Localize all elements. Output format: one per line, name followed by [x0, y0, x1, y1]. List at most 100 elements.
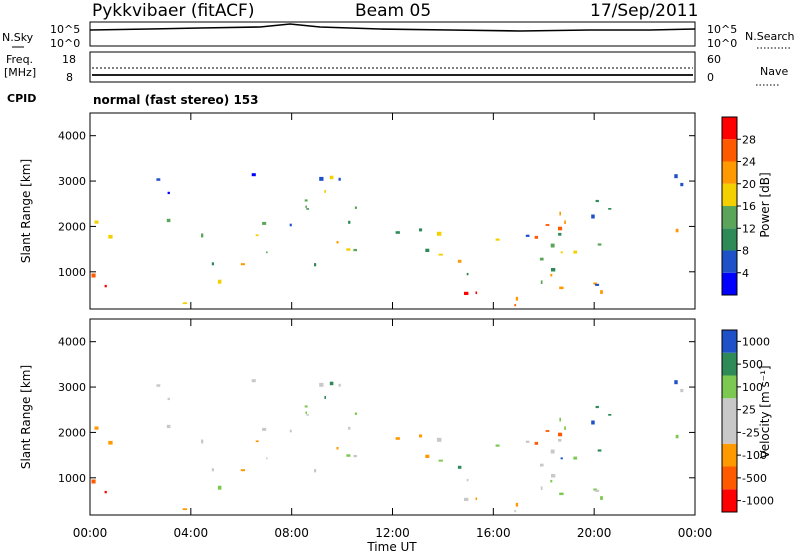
echo-cell — [336, 241, 339, 244]
y-tick-label: 3000 — [58, 381, 86, 394]
echo-cell — [600, 496, 603, 500]
colorbar-tick-label: 28 — [742, 133, 756, 146]
colorbar-segment — [722, 117, 737, 140]
echo-cell — [550, 479, 553, 483]
echo-cell — [595, 283, 600, 286]
echo-cell — [348, 220, 351, 224]
echo-cell — [438, 459, 443, 462]
echo-cell — [346, 248, 351, 251]
echo-cell — [104, 490, 107, 494]
cpid-label: CPID — [7, 92, 36, 105]
echo-cell — [338, 177, 341, 181]
beam-title: Beam 05 — [355, 1, 431, 21]
x-axis-label: Time UT — [366, 540, 417, 554]
date-title: 17/Sep/2011 — [590, 1, 698, 21]
y-tick-label: 4000 — [58, 336, 86, 349]
echo-cell — [457, 259, 462, 263]
echo-cell — [211, 262, 214, 266]
echo-cell — [674, 380, 678, 385]
colorbar-segment — [722, 352, 737, 376]
echo-cell — [558, 432, 563, 437]
echo-cell — [167, 397, 170, 401]
velocity-colorbar: 1000 500 100 25 -25 -100 -500 -1000 — [721, 329, 774, 513]
y-tick-label: 2000 — [58, 220, 86, 233]
echo-cell — [534, 235, 539, 239]
freq-left-tick-top: 18 — [62, 53, 76, 66]
echo-cell — [591, 214, 595, 219]
freq-left-label-1: Freq. — [6, 53, 33, 66]
colorbar-segment — [722, 489, 737, 512]
echo-cell — [314, 469, 317, 473]
echo-cell — [156, 384, 161, 387]
echo-cell — [419, 228, 423, 232]
y-tick-label: 4000 — [58, 130, 86, 143]
cpid-mode-text: normal (fast stereo) 153 — [93, 93, 259, 107]
velocity-panel: 1000 2000 3000 4000 Slant Range [km] 1000 50… — [19, 318, 774, 516]
echo-cell — [464, 497, 469, 501]
freq-left-label-2: [MHz] — [4, 66, 36, 79]
echo-cell — [425, 248, 430, 252]
echo-cell — [674, 174, 678, 179]
echo-cell — [573, 456, 578, 460]
noise-panel: N.Sky 10^5 10^0 10^5 10^0 N.Search — [2, 21, 795, 50]
colorbar-segment — [722, 228, 737, 251]
colorbar-tick-label: 500 — [742, 358, 763, 371]
colorbar-tick-label: 12 — [742, 222, 756, 235]
echo-cell — [91, 273, 96, 278]
echo-cell — [564, 426, 566, 430]
echo-cell — [608, 208, 612, 210]
echo-cell — [475, 497, 478, 500]
echo-cell — [464, 291, 469, 295]
colorbar-segment — [722, 330, 737, 353]
echo-cell — [560, 251, 563, 254]
echo-cell — [201, 233, 204, 238]
echo-cell — [348, 426, 351, 430]
echo-cell — [305, 411, 307, 414]
colorbar-frame — [721, 329, 738, 513]
colorbar-segment — [722, 250, 737, 273]
echo-cell — [324, 396, 326, 399]
echo-cell — [251, 173, 256, 177]
colorbar-tick-label: 1000 — [742, 335, 770, 348]
echo-cell — [319, 382, 324, 387]
echo-cell — [540, 486, 543, 490]
y-tick-label: 1000 — [58, 266, 86, 279]
colorbar-tick-label: 4 — [742, 267, 749, 280]
echo-cell — [457, 465, 462, 469]
echo-cell — [354, 412, 357, 415]
nave-label: Nave — [760, 65, 788, 78]
echo-cell — [600, 290, 603, 294]
echo-cell — [251, 379, 256, 383]
noise-sky-trace — [89, 23, 696, 32]
colorbar-tick-label: -25 — [742, 426, 760, 439]
echo-cell — [591, 420, 595, 425]
velocity-y-axis-label: Slant Range [km] — [19, 365, 33, 469]
echo-cell — [266, 457, 268, 460]
echo-cell — [354, 206, 357, 209]
noise-right-label: N.Search — [745, 30, 795, 43]
echo-cell — [680, 182, 684, 187]
velocity-colorbar-label: Velocity [m s⁻¹] — [758, 365, 772, 458]
x-tick-label: 00:00 — [678, 526, 713, 540]
echo-cell — [306, 208, 309, 210]
velocity-x-ticks — [89, 319, 696, 515]
echo-cell — [675, 228, 679, 233]
echo-cell — [289, 223, 292, 227]
echo-cell — [534, 441, 539, 445]
colorbar-tick-label: 20 — [742, 178, 756, 191]
echo-cell — [495, 238, 500, 241]
echo-cell — [558, 232, 562, 236]
echo-cell — [608, 414, 612, 416]
echo-cell — [680, 388, 684, 393]
echo-cell — [540, 280, 543, 284]
echo-cell — [539, 257, 544, 261]
y-tick-label: 1000 — [58, 472, 86, 485]
echo-cell — [240, 469, 245, 472]
echo-cell — [559, 492, 564, 496]
echo-cell — [319, 176, 324, 181]
echo-cell — [255, 234, 259, 237]
colorbar-segment — [722, 398, 737, 421]
x-tick-label: 16:00 — [476, 526, 511, 540]
station-title: Pykkvibaer (fitACF) — [92, 1, 254, 21]
echo-cell — [217, 279, 222, 284]
